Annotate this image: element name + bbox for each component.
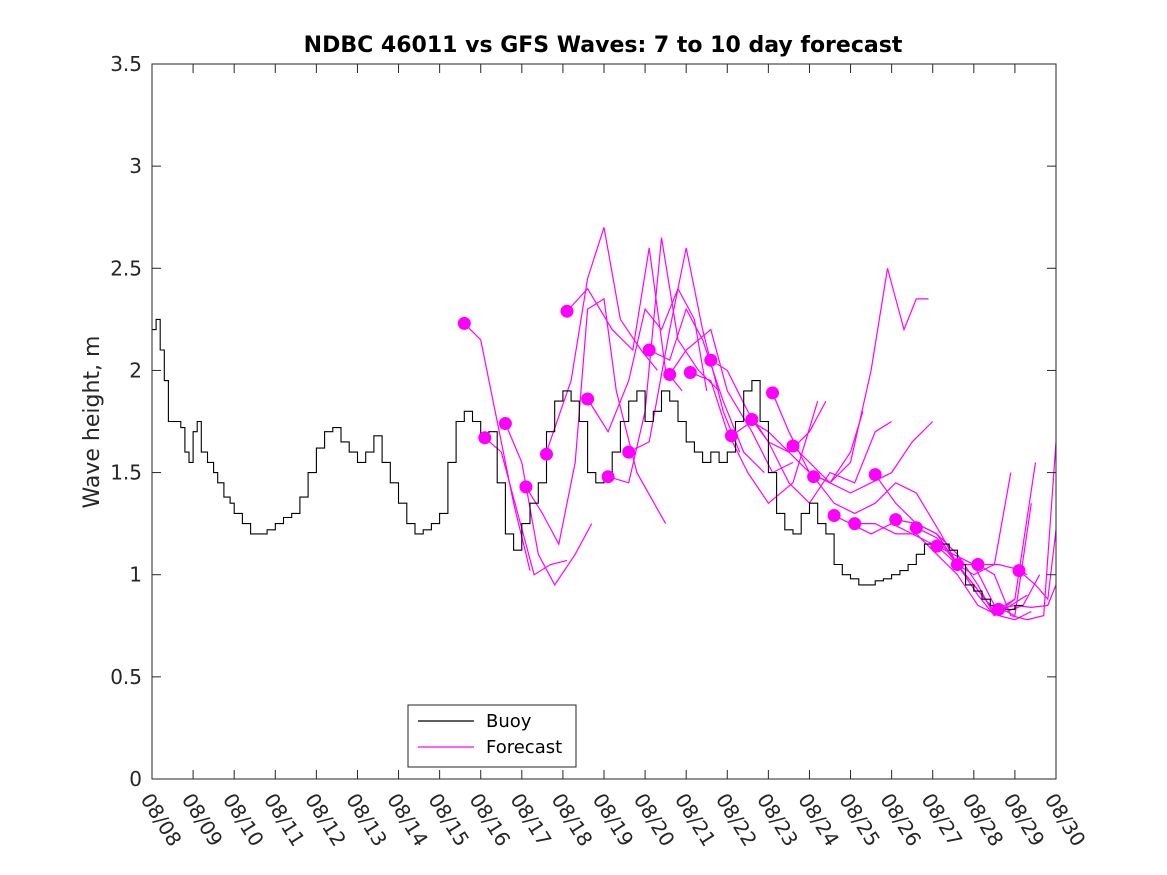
forecast-line-3 [504,423,593,587]
y-tick-label: 3.5 [110,52,142,76]
y-tick-label: 1 [129,563,142,587]
plot-lines [152,227,1057,621]
forecast-marker-24 [930,539,944,553]
forecast-line-18 [813,472,1012,576]
forecast-marker-8 [601,470,615,484]
forecast-line-17 [792,268,929,484]
legend-buoy-label: Buoy [486,711,532,732]
forecast-line-12 [690,371,819,505]
forecast-marker-20 [848,517,862,531]
forecast-marker-4 [519,480,533,494]
legend-forecast-label: Forecast [486,737,562,758]
forecast-line-10 [648,307,765,474]
forecast-line-5 [545,227,658,453]
forecast-line-15 [751,419,892,505]
chart-title: NDBC 46011 vs GFS Waves: 7 to 10 day for… [304,33,903,58]
forecast-marker-11 [663,368,677,381]
forecast-marker-15 [745,413,759,426]
forecast-marker-12 [683,366,697,379]
forecast-marker-17 [786,439,800,453]
forecast-line-23 [916,462,1037,617]
forecast-marker-5 [540,447,553,461]
forecast-marker-14 [724,429,738,443]
forecast-marker-27 [992,602,1005,616]
forecast-line-4 [525,297,667,546]
forecast-marker-26 [971,558,985,571]
y-axis-label: Wave height, m [80,336,105,509]
y-tick-label: 0.5 [110,665,142,689]
forecast-marker-6 [560,304,574,318]
y-tick-label: 1.5 [110,461,142,485]
forecast-marker-19 [827,509,841,522]
forecast-marker-21 [868,468,882,482]
legend: Buoy Forecast [407,704,577,768]
buoy-line [152,318,1024,610]
forecast-marker-9 [622,445,636,459]
forecast-marker-28 [1012,564,1026,578]
y-tick-label: 2.5 [110,256,142,280]
forecast-marker-2 [478,431,492,445]
forecast-line-26 [977,441,1057,621]
forecast-marker-13 [704,353,718,367]
forecast-marker-1 [457,316,471,330]
y-axis-ticks: 0 0.5 1 1.5 2 2.5 3 3.5 [110,52,1056,791]
forecast-line-2 [484,437,568,576]
forecast-line-8 [607,237,720,484]
forecast-marker-3 [498,417,512,430]
forecast-marker-23 [909,521,923,535]
forecast-marker-7 [581,392,595,406]
forecast-line-1 [463,322,531,571]
forecast-line-28 [1018,529,1057,601]
forecast-line-9 [628,247,741,453]
forecast-line-27 [998,584,1057,610]
forecast-marker-18 [807,470,821,484]
y-tick-label: 0 [129,767,142,791]
forecast-marker-25 [950,558,964,571]
forecast-marker-22 [889,513,903,527]
y-tick-label: 3 [129,154,142,178]
forecast-marker-16 [766,386,779,400]
forecast-line-20 [854,522,1032,621]
legend-box [407,704,577,768]
y-tick-label: 2 [129,358,142,382]
forecast-marker-10 [642,343,656,357]
